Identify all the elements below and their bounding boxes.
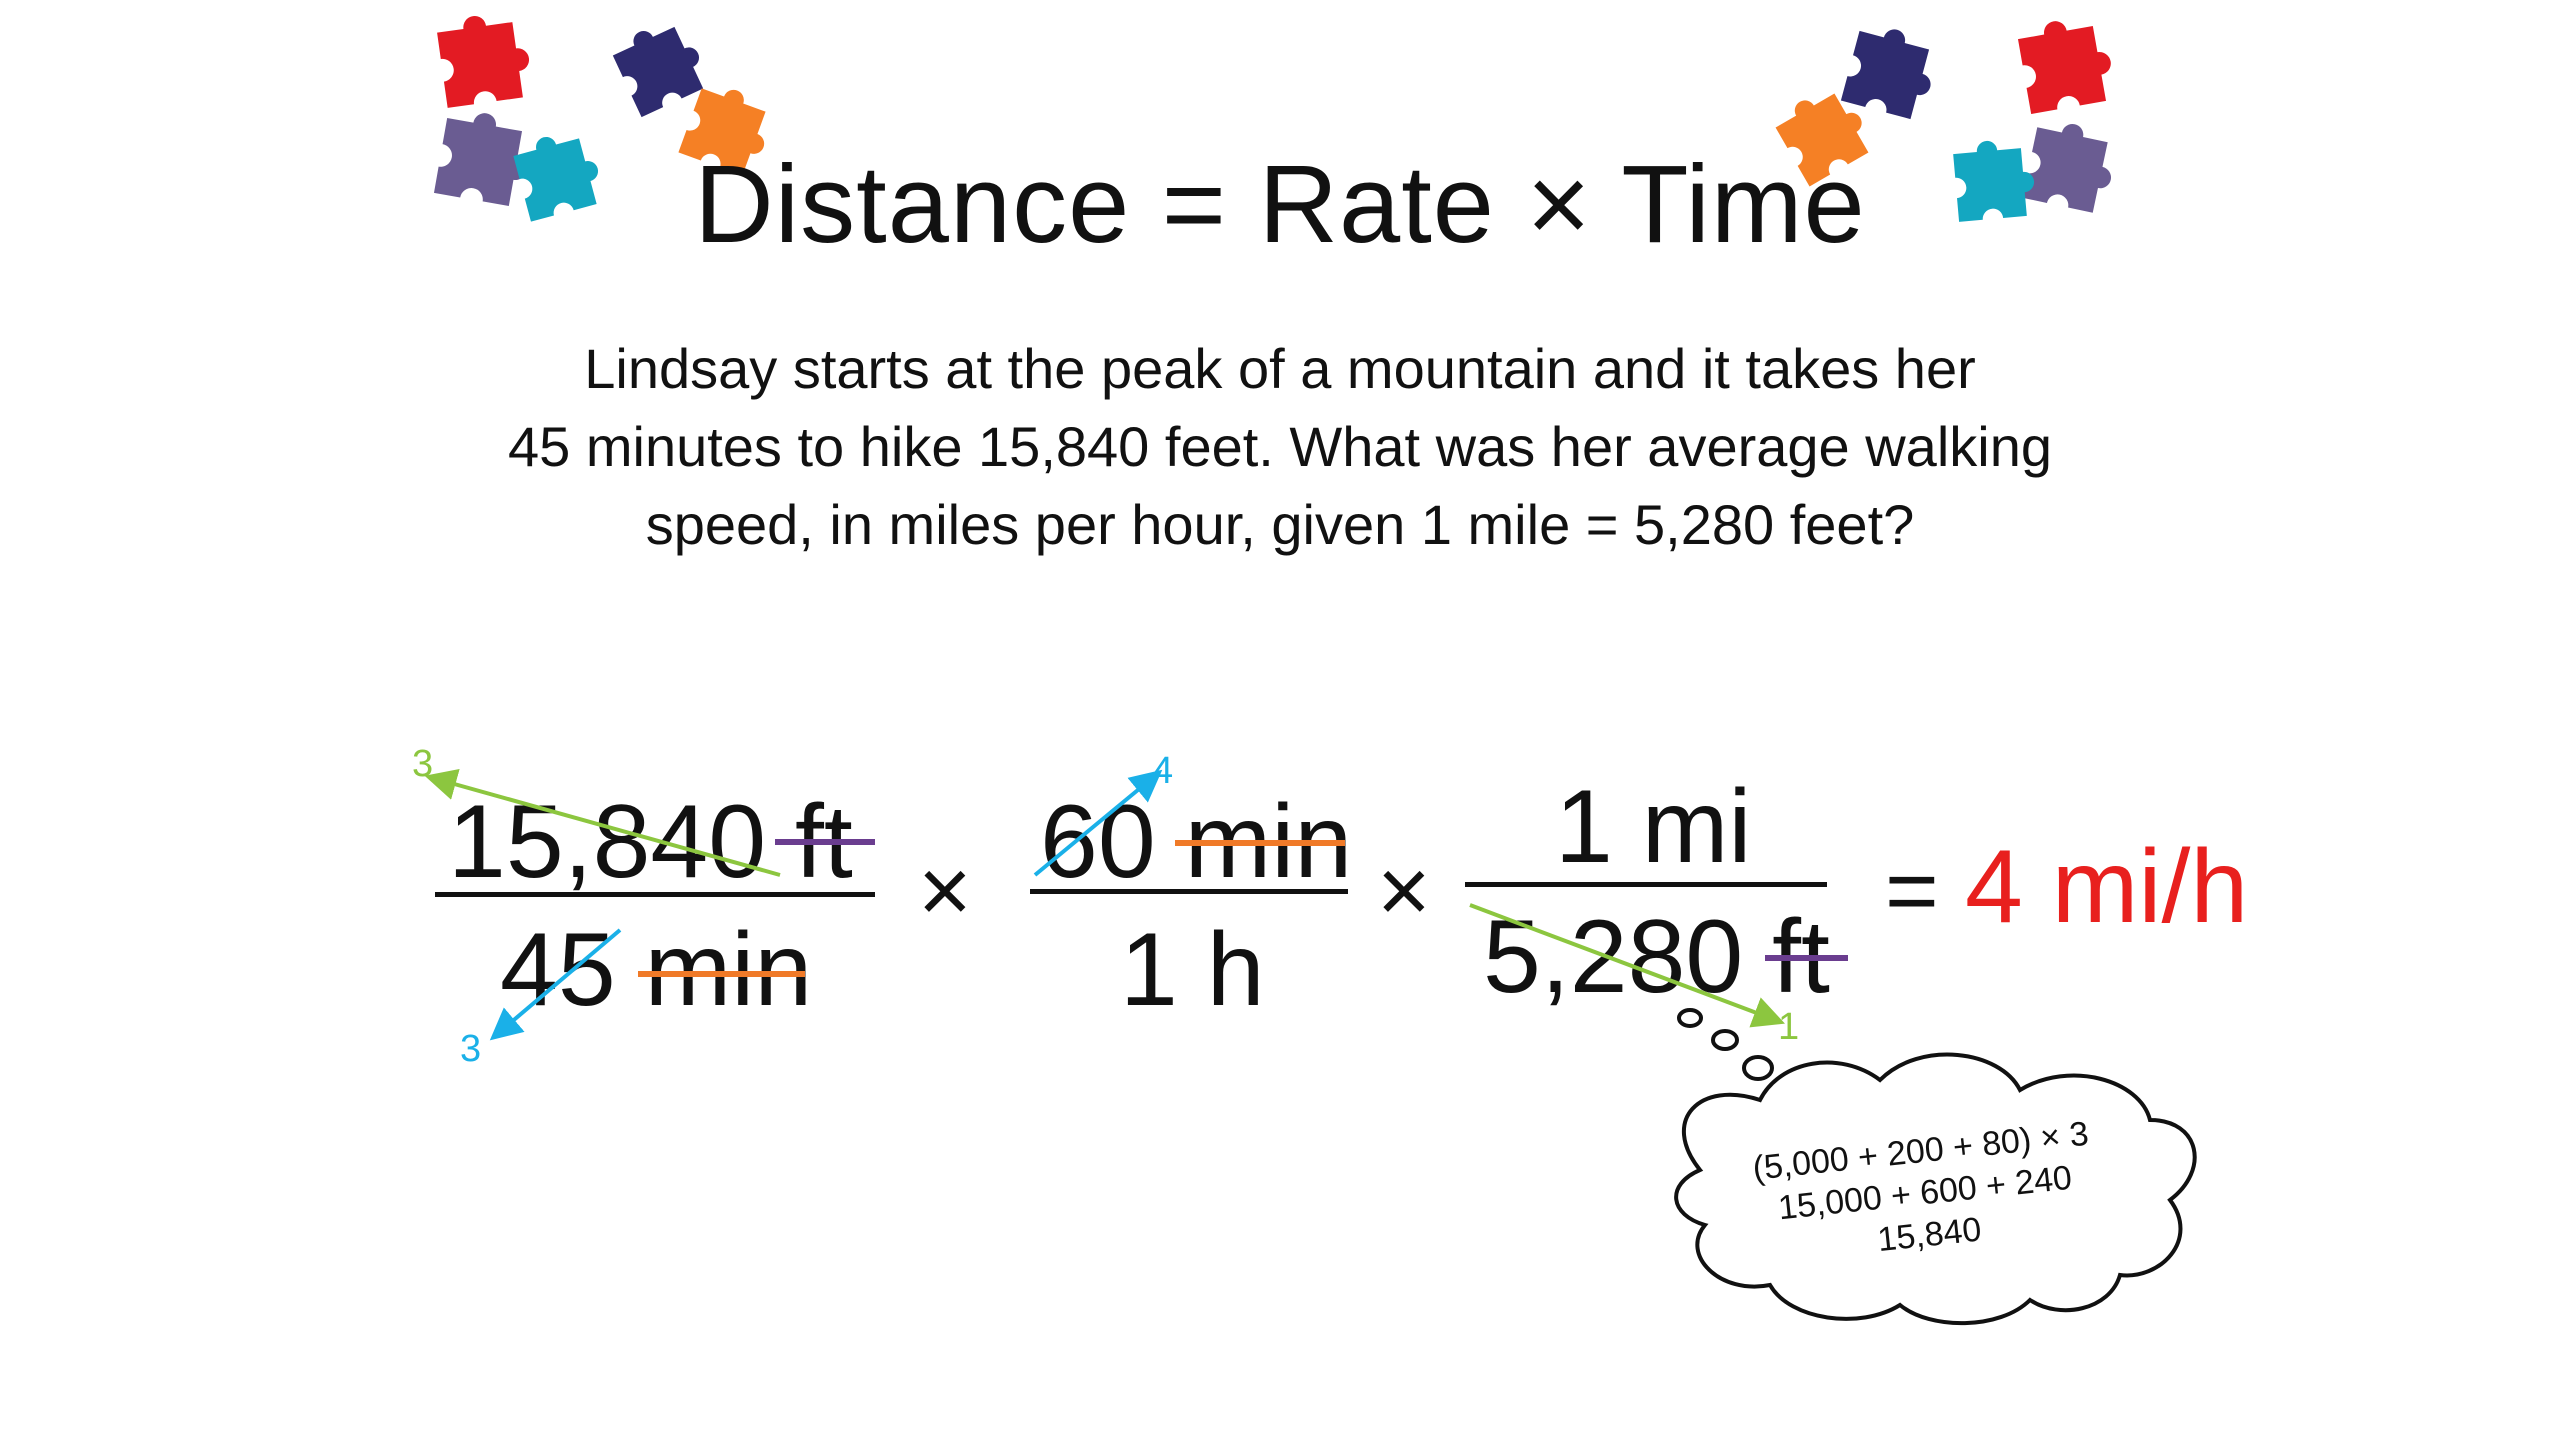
cancel-arrow [1469, 903, 1785, 1028]
multiply-sign: × [1377, 840, 1431, 942]
fraction1-bar [435, 892, 875, 897]
answer: 4 mi/h [1965, 829, 2249, 945]
equals-sign: = [1885, 840, 1939, 942]
fraction2-bar [1030, 889, 1348, 894]
slide-title: Distance = Rate × Time [694, 143, 1866, 266]
multiply-sign: × [918, 840, 972, 942]
cancel-arrow [1033, 769, 1163, 877]
fraction1-denominator: 45 min [500, 912, 813, 1028]
blue-marker-bottom: 3 [460, 1028, 482, 1070]
fraction2-denominator: 1 h [1120, 912, 1265, 1028]
green-marker-bottom: 1 [1778, 1006, 1800, 1048]
problem-statement: Lindsay starts at the peak of a mountain… [430, 330, 2130, 564]
problem-line: Lindsay starts at the peak of a mountain… [584, 337, 1976, 400]
problem-line: speed, in miles per hour, given 1 mile =… [645, 493, 1915, 556]
problem-line: 45 minutes to hike 15,840 feet. What was… [508, 415, 2052, 478]
cancel-arrow [489, 928, 622, 1041]
fraction3-numerator: 1 mi [1555, 769, 1752, 885]
blue-marker-top: 4 [1152, 750, 1174, 792]
fraction3-bar [1465, 882, 1827, 887]
green-marker-top: 3 [412, 743, 434, 785]
thought-cloud [1674, 1008, 2197, 1326]
cancel-arrow [424, 768, 781, 877]
